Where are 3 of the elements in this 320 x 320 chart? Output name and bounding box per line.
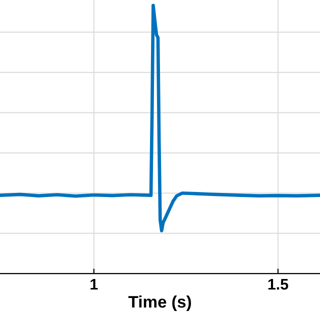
x-axis-title: Time (s) xyxy=(128,295,191,312)
x-tick-label: 1 xyxy=(90,279,98,290)
x-tick-label: 1.5 xyxy=(268,279,288,290)
